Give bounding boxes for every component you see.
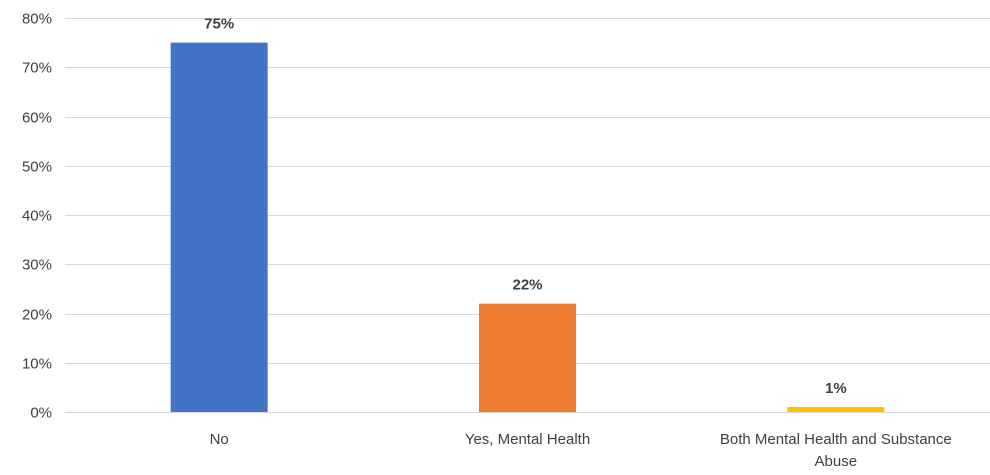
bar — [479, 303, 576, 412]
x-tick-label: Both Mental Health and Substance Abuse — [720, 431, 952, 470]
data-label: 22% — [512, 277, 542, 294]
x-tick-label: Yes, Mental Health — [465, 431, 590, 448]
bar — [170, 42, 268, 412]
y-tick-label: 80% — [22, 11, 52, 28]
bar — [787, 407, 885, 412]
y-tick-label: 60% — [22, 110, 52, 127]
y-axis-tick-labels: 0% 10% 20% 30% 40% 50% 60% 70% 80% — [22, 11, 52, 422]
data-label: 1% — [825, 380, 847, 397]
y-tick-label: 20% — [22, 307, 52, 324]
y-tick-label: 40% — [22, 208, 52, 225]
data-labels: 75% 22% 1% — [204, 16, 847, 397]
y-tick-label: 10% — [22, 356, 52, 373]
data-label: 75% — [204, 16, 234, 33]
y-tick-label: 70% — [22, 60, 52, 77]
x-tick-label-line: Both Mental Health and Substance — [720, 431, 952, 448]
x-tick-label-line: Abuse — [815, 453, 858, 470]
y-tick-label: 50% — [22, 159, 52, 176]
y-tick-label: 30% — [22, 257, 52, 274]
x-tick-label-line: No — [210, 431, 229, 448]
bars — [170, 42, 885, 412]
x-tick-label: No — [210, 431, 229, 448]
y-tick-label: 0% — [30, 405, 52, 422]
x-tick-label-line: Yes, Mental Health — [465, 431, 590, 448]
x-axis-category-labels: No Yes, Mental Health Both Mental Health a… — [210, 431, 952, 470]
